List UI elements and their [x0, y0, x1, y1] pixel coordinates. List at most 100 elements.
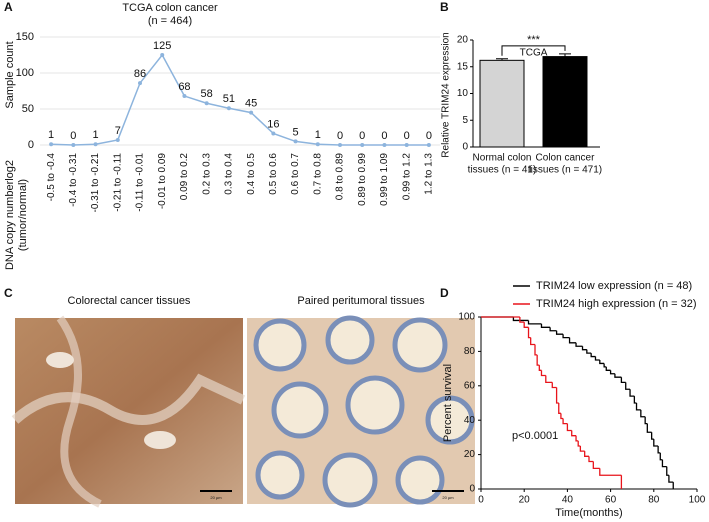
x-tick-label: 0.99 to 1.09: [379, 153, 390, 206]
survival-step: [625, 382, 631, 390]
data-label: 45: [245, 98, 257, 110]
x-tick-label: -0.4 to -0.31: [68, 153, 79, 207]
survival-step: [558, 403, 561, 414]
y-tick-label: 0: [28, 139, 34, 151]
x-tick-label: 100: [689, 495, 706, 506]
survival-step: [512, 317, 529, 322]
survival-step: [527, 327, 531, 339]
data-point: [93, 142, 98, 147]
x-tick-label: 0: [478, 495, 484, 506]
survival-step: [599, 360, 605, 365]
survival-step: [605, 366, 611, 371]
x-tick-label: 0.99 to 1.2: [401, 153, 412, 201]
survival-step: [519, 317, 525, 323]
x-axis-label: DNA copy numberlog2: [4, 160, 16, 270]
tissue-image: [11, 315, 246, 508]
survival-step: [551, 382, 557, 389]
y-tick-label: 15: [457, 61, 469, 72]
y-tick-label: 0: [469, 484, 475, 495]
scale-label: 20 µm: [442, 495, 454, 500]
survival-step: [545, 375, 553, 384]
survival-step: [666, 466, 669, 476]
error-bar: [496, 58, 508, 61]
survival-step: [653, 439, 659, 447]
survival-step: [635, 403, 641, 411]
survival-step: [659, 452, 663, 461]
survival-step: [590, 353, 596, 358]
data-point: [426, 143, 431, 147]
x-tick-label: 0.89 to 0.99: [357, 153, 368, 206]
image-title: Paired peritumoral tissues: [297, 295, 425, 307]
survival-step: [562, 334, 570, 339]
x-tick-label: -0.21 to -0.11: [112, 153, 123, 212]
y-axis-label: Sample count: [4, 41, 16, 108]
panel-label: C: [4, 286, 13, 300]
y-tick-label: 20: [464, 449, 476, 460]
survival-step: [629, 389, 635, 397]
x-tick-label: 40: [562, 495, 574, 506]
survival-step: [566, 423, 572, 432]
y-tick-label: 60: [464, 380, 476, 391]
x-tick-label: 0.5 to 0.6: [268, 153, 279, 195]
survival-step: [588, 456, 594, 463]
x-tick-label: -0.01 to 0.09: [157, 153, 168, 210]
annotation: TCGA: [520, 48, 548, 59]
significance-bracket: [501, 45, 566, 56]
panel-label: A: [4, 0, 13, 14]
x-tick-label: Colon cancer: [536, 153, 596, 164]
data-label: 0: [337, 130, 343, 142]
y-axis-label: Percent survival: [442, 364, 454, 442]
y-tick-label: 40: [464, 415, 476, 426]
legend-label: TRIM24 high expression (n = 32): [536, 298, 697, 310]
data-point: [404, 143, 409, 147]
survival-step: [581, 346, 587, 351]
survival-step: [575, 435, 579, 442]
y-tick-label: 5: [462, 115, 468, 126]
survival-step: [536, 354, 540, 366]
data-label: 58: [201, 88, 213, 100]
survival-step: [579, 446, 585, 452]
x-tick-label: Normal colon: [473, 153, 532, 164]
x-tick-label: tissues (n = 471): [528, 165, 602, 176]
y-tick-label: 150: [16, 31, 34, 43]
x-tick-label: 20: [519, 495, 531, 506]
y-tick-label: 50: [22, 103, 34, 115]
survival-step: [640, 409, 646, 418]
annotation: ***: [527, 34, 541, 46]
x-tick-label: -0.31 to -0.21: [90, 153, 101, 213]
survival-step: [620, 377, 626, 384]
survival-step: [633, 396, 637, 404]
y-axis-label: Relative TRIM24 expression: [441, 32, 452, 157]
survival-step: [562, 418, 568, 425]
survival-step: [571, 430, 577, 437]
y-tick-label: 10: [457, 88, 469, 99]
bar: [542, 56, 588, 148]
legend-label: TRIM24 low expression (n = 48): [536, 280, 692, 292]
x-tick-label: 80: [648, 495, 660, 506]
data-label: 1: [315, 129, 321, 141]
x-tick-label: 0.09 to 0.2: [179, 153, 190, 201]
data-label: 16: [267, 118, 279, 130]
survival-step: [657, 446, 661, 454]
y-tick-label: 80: [464, 346, 476, 357]
annotation: p<0.0001: [512, 430, 558, 442]
x-tick-label: 0.7 to 0.8: [312, 153, 323, 195]
data-point: [49, 142, 54, 147]
survival-step: [644, 416, 648, 425]
survival-step: [614, 373, 622, 378]
survival-step: [646, 423, 652, 433]
survival-step: [530, 337, 535, 346]
data-label: 0: [381, 130, 387, 142]
survival-step: [599, 468, 622, 476]
data-label: 0: [404, 130, 410, 142]
x-axis-label: (tumor/normal): [17, 179, 29, 251]
survival-step: [540, 370, 546, 377]
data-line: [51, 53, 429, 146]
x-tick-label: 0.4 to 0.5: [246, 153, 257, 195]
data-label: 1: [48, 129, 54, 141]
survival-step: [575, 342, 583, 347]
survival-step: [527, 320, 542, 325]
error-bar: [559, 53, 571, 57]
survival-step: [592, 461, 600, 470]
